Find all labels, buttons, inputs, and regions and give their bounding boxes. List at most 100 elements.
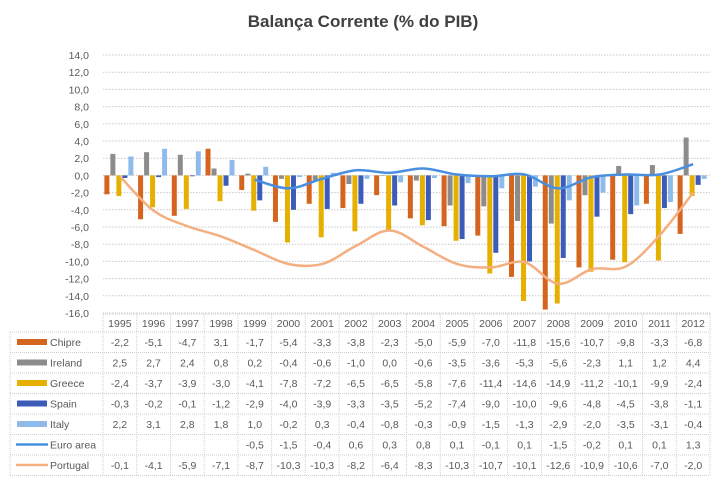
table-cell: -5,8: [414, 378, 432, 390]
bar-ireland: [211, 168, 217, 176]
bar-greece: [251, 175, 257, 211]
table-header-year: 2003: [378, 318, 402, 330]
table-cell: 0,0: [382, 358, 397, 370]
bar-italy: [499, 175, 505, 189]
bar-chipre: [407, 175, 413, 219]
table-cell: -9,8: [617, 337, 635, 349]
bar-greece: [318, 175, 324, 238]
table-cell: -6,4: [381, 460, 399, 472]
table-cell: -1,2: [212, 399, 230, 411]
table-cell: -2,2: [111, 337, 129, 349]
bar-italy: [667, 175, 673, 203]
table-cell: -4,5: [617, 399, 635, 411]
y-tick-label: 4,0: [74, 136, 89, 148]
bar-greece: [622, 175, 628, 263]
bar-greece: [116, 175, 122, 197]
table-header-year: 2000: [277, 318, 301, 330]
table-cell: -8,3: [414, 460, 432, 472]
bar-spain: [493, 175, 499, 253]
bar-italy: [465, 175, 471, 184]
bar-ireland: [582, 175, 588, 196]
table-cell: -8,2: [347, 460, 365, 472]
y-tick-label: 10,0: [69, 84, 90, 96]
bar-greece: [487, 175, 493, 274]
table-cell: -7,2: [313, 378, 331, 390]
chart-title: Balança Corrente (% do PIB): [247, 12, 479, 31]
table-cell: 0,1: [450, 440, 465, 452]
bar-chipre: [239, 175, 245, 191]
legend-key-italy: [17, 421, 47, 427]
table-cell: 0,3: [382, 440, 397, 452]
table-cell: -3,9: [313, 399, 331, 411]
table-cell: -10,3: [445, 460, 469, 472]
bar-spain: [257, 175, 263, 201]
bar-ireland: [683, 137, 689, 176]
bar-spain: [560, 175, 566, 258]
table-cell: -10,7: [580, 337, 604, 349]
table-cell: -1,5: [279, 440, 297, 452]
bar-ireland: [177, 154, 183, 176]
table-cell: 2,7: [146, 358, 161, 370]
table-cell: -7,0: [482, 337, 500, 349]
bar-spain: [594, 175, 600, 217]
bar-ireland: [481, 175, 487, 207]
legend-key-greece: [17, 380, 47, 386]
y-tick-label: -16,0: [65, 308, 89, 320]
y-tick-label: -10,0: [65, 256, 89, 268]
bar-greece: [554, 175, 560, 304]
table-cell: 0,6: [349, 440, 364, 452]
table-cell: -3,8: [650, 399, 668, 411]
bar-chipre: [677, 175, 683, 234]
table-cell: 3,1: [214, 337, 229, 349]
bar-italy: [634, 175, 640, 206]
bar-chipre: [340, 175, 346, 209]
bar-chipre: [576, 175, 582, 268]
bar-chipre: [509, 175, 515, 277]
table-cell: -6,5: [347, 378, 365, 390]
table-cell: -10,6: [614, 460, 638, 472]
bar-italy: [600, 175, 606, 193]
table-cell: -10,9: [580, 460, 604, 472]
table-cell: -1,5: [482, 419, 500, 431]
table-cell: 1,3: [686, 440, 701, 452]
table-header-year: 1997: [176, 318, 200, 330]
bar-spain: [527, 175, 533, 262]
table-cell: -10,7: [479, 460, 503, 472]
table-cell: -6,5: [381, 378, 399, 390]
bar-spain: [628, 175, 634, 215]
y-tick-label: 14,0: [69, 50, 90, 62]
table-cell: -7,4: [448, 399, 466, 411]
y-tick-label: 8,0: [74, 102, 89, 114]
bar-chipre: [643, 175, 649, 204]
table-cell: -1,7: [246, 337, 264, 349]
bar-italy: [195, 151, 201, 176]
bar-spain: [324, 175, 330, 209]
table-cell: -0,2: [145, 399, 163, 411]
bar-greece: [150, 175, 156, 208]
table-header-year: 2001: [311, 318, 335, 330]
bar-chipre: [272, 175, 278, 222]
legend-label: Italy: [50, 419, 70, 431]
table-cell: 0,3: [315, 419, 330, 431]
table-cell: -0,9: [448, 419, 466, 431]
bar-spain: [156, 175, 162, 178]
table-cell: 2,2: [113, 419, 128, 431]
bar-chipre: [171, 175, 177, 216]
table-cell: 0,1: [652, 440, 667, 452]
line-portugal: [118, 175, 695, 286]
bar-greece: [352, 175, 358, 232]
table-cell: -2,0: [684, 460, 702, 472]
bar-italy: [229, 159, 235, 176]
bar-italy: [398, 175, 404, 183]
bar-italy: [128, 156, 134, 176]
bar-italy: [162, 148, 168, 176]
bar-ireland: [144, 152, 150, 176]
table-cell: -4,8: [583, 399, 601, 411]
legend-label: Greece: [50, 378, 85, 390]
table-cell: -0,3: [111, 399, 129, 411]
y-tick-label: -6,0: [71, 222, 89, 234]
bar-italy: [533, 175, 539, 187]
table-cell: -0,1: [111, 460, 129, 472]
y-tick-label: -12,0: [65, 274, 89, 286]
